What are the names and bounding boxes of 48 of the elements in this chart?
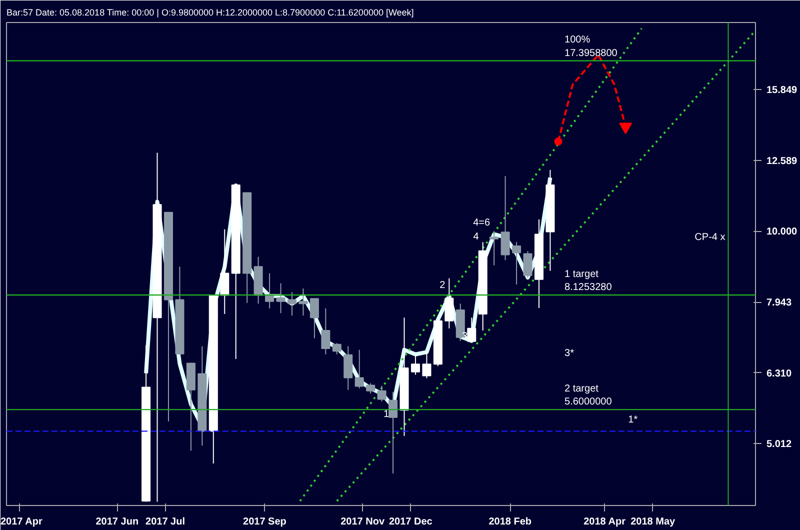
x-tick-label: 2017 Sep (243, 516, 286, 528)
candlestick (332, 342, 342, 355)
x-tick-label: 2018 Apr (584, 516, 626, 528)
candlestick (298, 288, 308, 316)
y-tick-label: 7.943 (766, 298, 792, 309)
x-tick-label: 2018 Feb (488, 516, 532, 528)
x-tick-label: 2017 Dec (388, 516, 433, 528)
candlestick (377, 385, 386, 402)
x-tick-label: 2017 Jul (146, 516, 186, 528)
y-tick-label: 12.589 (766, 156, 798, 167)
candlestick (422, 352, 432, 379)
y-tick-label: 15.849 (766, 84, 798, 96)
y-tick-label: 5.012 (766, 439, 792, 450)
candlestick (366, 382, 376, 394)
candlestick (512, 242, 522, 285)
candlestick (388, 391, 398, 474)
annotation: 1 (383, 408, 390, 420)
x-tick-label: 2017 Nov (340, 516, 385, 528)
chart-title: Bar:57 Date: 05.08.2018 Time: 00:00 | O:9.9800000 H:12.2000000 L:8.7900000 C:11.6200000 [Week] (6, 8, 414, 18)
ref-line-label: CP-4 x (694, 232, 726, 244)
candlestick (467, 317, 476, 343)
x-tick-label: 2017 Apr (0, 516, 42, 528)
y-tick-label: 6.310 (766, 368, 792, 380)
annotation: 4 (473, 232, 480, 243)
candlestick (523, 250, 532, 278)
candlestick (310, 298, 319, 339)
candlestick (344, 346, 353, 390)
ref-line-label: 100% 17.3958800 (564, 34, 618, 59)
candlestick (354, 349, 364, 389)
annotation: 2 (440, 280, 446, 292)
candlestick (490, 230, 499, 266)
ref-line-label: 2 target 5.6000000 (564, 383, 612, 408)
candlestick (220, 228, 230, 314)
candlestick (410, 354, 420, 376)
candlestick (265, 272, 274, 309)
candlestick (444, 278, 454, 329)
annotation: 3* (564, 348, 574, 359)
annotation: 1* (628, 414, 638, 426)
annotation: 4=6 (473, 218, 491, 229)
candlestick (321, 308, 330, 355)
x-tick-label: 2018 May (630, 516, 676, 528)
candlestick (500, 176, 510, 261)
x-tick-label: 2017 Jun (96, 516, 139, 528)
candlestick (287, 292, 296, 316)
ref-line-label: 1 target 8.1253280 (564, 268, 612, 294)
candlestick (276, 282, 286, 314)
annotation: 3 (462, 331, 468, 342)
y-tick-label: 10.000 (766, 226, 798, 238)
